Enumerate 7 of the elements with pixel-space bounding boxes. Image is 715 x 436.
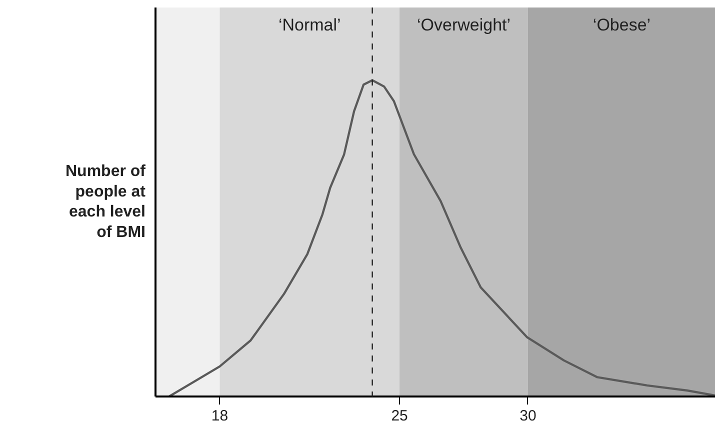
x-tick-label: 25 bbox=[391, 408, 408, 424]
band-label: ‘Normal’ bbox=[278, 16, 341, 34]
band-label: ‘Overweight’ bbox=[416, 16, 511, 34]
x-tick-label: 18 bbox=[211, 408, 228, 424]
y-axis-title: Number of people at each level of BMI bbox=[66, 162, 146, 242]
x-tick-label: 30 bbox=[520, 408, 536, 424]
band-label: ‘Obese’ bbox=[592, 16, 651, 34]
